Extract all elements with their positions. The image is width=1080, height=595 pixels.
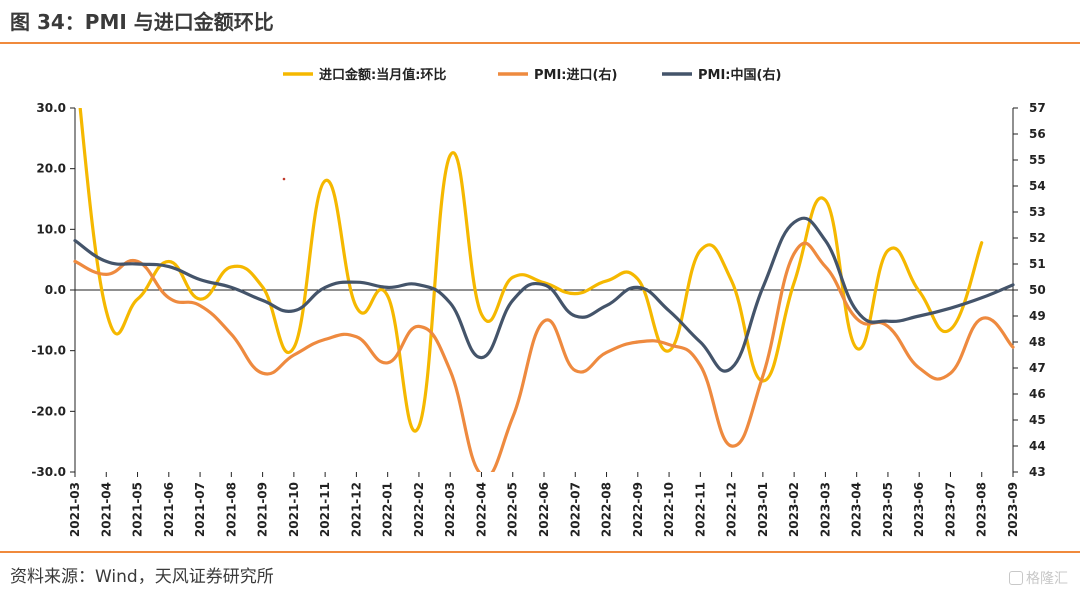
- x-tick-label: 2022-08: [600, 482, 614, 537]
- x-tick-label: 2021-09: [256, 482, 270, 537]
- watermark: 格隆汇: [1009, 568, 1068, 588]
- x-tick-label: 2022-06: [537, 482, 551, 537]
- x-tick-label: 2022-03: [443, 482, 457, 537]
- series-line-2: [73, 241, 1015, 472]
- x-tick-label: 2022-04: [474, 482, 488, 537]
- stray-dot: [282, 177, 286, 181]
- y-left-tick-label: 10.0: [36, 222, 66, 236]
- x-tick-label: 2022-05: [506, 482, 520, 537]
- x-tick-label: 2021-11: [318, 482, 332, 537]
- y-left-tick-label: -10.0: [31, 344, 66, 358]
- x-tick-label: 2021-07: [193, 482, 207, 537]
- x-tick-label: 2022-01: [381, 482, 395, 537]
- legend-label: 进口金额:当月值:环比: [319, 67, 446, 83]
- source-note: 资料来源：Wind，天风证券研究所: [10, 567, 274, 587]
- y-left-tick-label: 20.0: [36, 162, 66, 176]
- legend-label: PMI:进口(右): [534, 67, 617, 83]
- y-right-tick-label: 47: [1029, 361, 1046, 375]
- x-tick-label: 2023-05: [881, 482, 895, 537]
- y-left-tick-label: 0.0: [45, 283, 66, 297]
- y-right-tick-label: 51: [1029, 257, 1046, 271]
- series-lines: [73, 108, 1015, 472]
- y-right-tick-label: 50: [1029, 283, 1046, 297]
- x-tick-label: 2023-06: [912, 482, 926, 537]
- series-line-1: [78, 108, 984, 433]
- legend-label: PMI:中国(右): [698, 67, 781, 83]
- y-left-tick-label: -20.0: [31, 404, 66, 418]
- watermark-logo-icon: [1009, 571, 1023, 585]
- x-tick-label: 2021-06: [162, 482, 176, 537]
- x-tick-label: 2021-05: [131, 482, 145, 537]
- x-tick-label: 2023-08: [975, 482, 989, 537]
- x-tick-label: 2023-01: [756, 482, 770, 537]
- y-right-tick-label: 57: [1029, 101, 1046, 115]
- x-tick-label: 2022-02: [412, 482, 426, 537]
- chart-title: 图 34：PMI 与进口金额环比: [10, 10, 274, 34]
- y-right-tick-label: 43: [1029, 465, 1046, 479]
- x-tick-label: 2021-08: [224, 482, 238, 537]
- x-tick-label: 2023-07: [943, 482, 957, 537]
- x-tick-label: 2022-07: [568, 482, 582, 537]
- y-left-tick-label: -30.0: [31, 465, 66, 479]
- x-tick-label: 2022-09: [631, 482, 645, 537]
- x-tick-label: 2023-09: [1006, 482, 1020, 537]
- y-right-tick-label: 45: [1029, 413, 1046, 427]
- x-tick-label: 2021-10: [287, 482, 301, 537]
- series-line-3: [73, 216, 1015, 373]
- y-right-tick-label: 54: [1029, 179, 1046, 193]
- y-right-tick-label: 44: [1029, 439, 1046, 453]
- x-tick-label: 2023-03: [818, 482, 832, 537]
- y-right-tick-label: 56: [1029, 127, 1046, 141]
- watermark-text: 格隆汇: [1026, 571, 1068, 587]
- line-chart: 进口金额:当月值:环比 PMI:进口(右) PMI:中国(右) 30.0 20.0 10…: [31, 67, 1045, 537]
- x-tick-label: 2022-10: [662, 482, 676, 537]
- y-right-tick-label: 55: [1029, 153, 1046, 167]
- y-right-tick-label: 52: [1029, 231, 1046, 245]
- x-tick-label: 2021-12: [349, 482, 363, 537]
- y-right-tick-label: 53: [1029, 205, 1046, 219]
- x-tick-label: 2021-04: [99, 482, 113, 537]
- x-tick-label: 2022-12: [725, 482, 739, 537]
- x-tick-label: 2023-02: [787, 482, 801, 537]
- legend: 进口金额:当月值:环比 PMI:进口(右) PMI:中国(右): [283, 67, 781, 83]
- x-tick-label: 2021-03: [68, 482, 82, 537]
- bottom-divider: [0, 551, 1080, 553]
- x-tick-label: 2022-11: [693, 482, 707, 537]
- y-left-tick-label: 30.0: [36, 101, 66, 115]
- y-right-tick-label: 48: [1029, 335, 1046, 349]
- x-tick-label: 2023-04: [850, 482, 864, 537]
- y-right-tick-label: 49: [1029, 309, 1046, 323]
- axes: 30.0 20.0 10.0 0.0 -10.0 -20.0 -30.0 57 56 55 54 53…: [31, 101, 1045, 537]
- top-divider: [0, 42, 1080, 44]
- y-right-tick-label: 46: [1029, 387, 1046, 401]
